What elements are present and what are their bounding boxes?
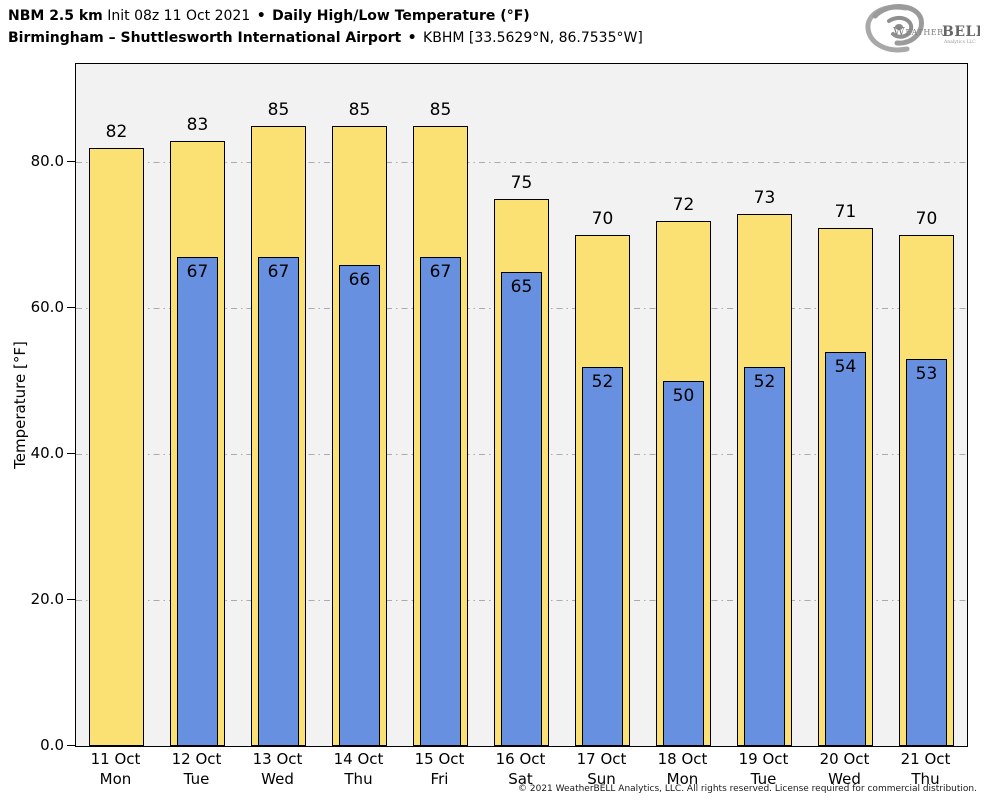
x-tick-weekday: Thu xyxy=(344,770,373,788)
low-value-label: 50 xyxy=(672,386,695,407)
high-bar xyxy=(89,147,144,746)
x-tick-label: 21 Oct Thu xyxy=(901,749,951,789)
x-tick-label: 14 Oct Thu xyxy=(334,749,384,789)
logo-word-weather: Weather xyxy=(893,24,944,38)
low-value-label: 65 xyxy=(510,276,533,297)
low-value-label: 52 xyxy=(591,371,614,392)
logo-word-bell: BELL xyxy=(942,24,980,40)
logo-subtext: Analytics LLC xyxy=(943,39,976,45)
x-tick-label: 11 Oct Mon xyxy=(91,749,141,789)
x-tick-label: 16 Oct Sat xyxy=(496,749,546,789)
y-tick-mark xyxy=(67,598,75,600)
y-tick-mark xyxy=(67,452,75,454)
low-value-label: 66 xyxy=(348,269,371,290)
x-tick-date: 12 Oct xyxy=(171,750,222,768)
x-tick-date: 16 Oct xyxy=(495,750,546,768)
title-line-2: Birmingham – Shuttlesworth International… xyxy=(8,27,643,49)
low-bar xyxy=(258,257,299,746)
y-tick-label: 80.0 xyxy=(30,152,64,171)
y-tick-mark xyxy=(67,160,75,162)
x-tick-weekday: Mon xyxy=(99,770,132,788)
high-value-label: 72 xyxy=(672,194,695,215)
title-line-1: NBM 2.5 km Init 08z 11 Oct 2021 • Daily … xyxy=(8,5,643,27)
high-value-label: 75 xyxy=(510,172,533,193)
x-tick-date: 20 Oct xyxy=(819,750,870,768)
low-bar xyxy=(501,271,542,746)
high-value-label: 85 xyxy=(348,100,371,120)
x-tick-weekday: Fri xyxy=(430,770,449,788)
low-bar xyxy=(420,257,461,746)
high-value-label: 85 xyxy=(267,100,290,120)
x-tick-weekday: Sat xyxy=(508,770,533,788)
x-tick-weekday: Thu xyxy=(911,770,940,788)
station-coordinates: KBHM [33.5629°N, 86.7535°W] xyxy=(423,30,643,46)
low-value-label: 53 xyxy=(915,364,938,385)
x-tick-date: 13 Oct xyxy=(252,750,303,768)
x-tick-date: 11 Oct xyxy=(90,750,141,768)
high-value-label: 71 xyxy=(834,202,857,223)
x-tick-date: 21 Oct xyxy=(900,750,951,768)
low-bar xyxy=(663,381,704,746)
bullet-separator: • xyxy=(407,30,417,46)
x-tick-label: 19 Oct Tue xyxy=(739,749,789,789)
low-bar xyxy=(744,366,785,746)
low-value-label: 67 xyxy=(267,262,290,283)
model-name: NBM 2.5 km xyxy=(8,8,103,24)
y-tick-label: 0.0 xyxy=(40,736,64,754)
low-bar xyxy=(177,257,218,746)
x-tick-date: 15 Oct xyxy=(414,750,465,768)
y-tick-mark xyxy=(67,306,75,308)
gridline xyxy=(76,161,967,163)
low-value-label: 52 xyxy=(753,371,776,392)
x-tick-weekday: Wed xyxy=(261,770,294,788)
y-tick-label: 60.0 xyxy=(30,298,64,317)
high-value-label: 70 xyxy=(915,209,938,230)
x-tick-date: 17 Oct xyxy=(576,750,627,768)
low-bar xyxy=(582,366,623,746)
low-bar xyxy=(906,359,947,746)
y-tick-label: 20.0 xyxy=(30,590,64,609)
hurricane-swirl-icon xyxy=(865,4,924,53)
copyright-text: © 2021 WeatherBELL Analytics, LLC. All r… xyxy=(518,784,977,794)
x-tick-label: 17 Oct Sun xyxy=(577,749,627,789)
high-value-label: 70 xyxy=(591,209,614,230)
x-tick-weekday: Sun xyxy=(587,770,616,788)
x-tick-label: 18 Oct Mon xyxy=(658,749,708,789)
x-tick-weekday: Wed xyxy=(828,770,861,788)
high-value-label: 82 xyxy=(105,121,128,142)
weatherbell-logo: Weather BELL Analytics LLC xyxy=(865,4,980,53)
x-tick-weekday: Tue xyxy=(750,770,777,788)
x-tick-date: 18 Oct xyxy=(657,750,708,768)
x-tick-weekday: Mon xyxy=(666,770,699,788)
init-time: Init 08z 11 Oct 2021 xyxy=(107,8,251,24)
x-tick-date: 19 Oct xyxy=(738,750,789,768)
low-value-label: 67 xyxy=(186,262,209,283)
low-value-label: 54 xyxy=(834,357,857,378)
x-tick-label: 12 Oct Tue xyxy=(172,749,222,789)
bullet-separator: • xyxy=(256,8,266,24)
x-tick-label: 20 Oct Wed xyxy=(820,749,870,789)
station-name: Birmingham – Shuttlesworth International… xyxy=(8,30,402,46)
y-tick-mark xyxy=(67,744,75,746)
high-value-label: 85 xyxy=(429,100,452,120)
chart-header: NBM 2.5 km Init 08z 11 Oct 2021 • Daily … xyxy=(8,5,643,49)
low-bar xyxy=(339,264,380,746)
x-tick-date: 14 Oct xyxy=(333,750,384,768)
high-value-label: 83 xyxy=(186,114,209,135)
low-value-label: 67 xyxy=(429,262,452,283)
high-value-label: 73 xyxy=(753,187,776,208)
x-tick-label: 13 Oct Wed xyxy=(253,749,303,789)
y-tick-label: 40.0 xyxy=(30,444,64,463)
x-tick-weekday: Tue xyxy=(183,770,210,788)
low-bar xyxy=(825,352,866,746)
product-name: Daily High/Low Temperature (°F) xyxy=(272,8,530,24)
plot-area: 82 83 67 85 67 85 66 85 67 75 65 70 52 72 50 73 52 71 54 70… xyxy=(75,63,968,747)
x-tick-label: 15 Oct Fri xyxy=(415,749,465,789)
